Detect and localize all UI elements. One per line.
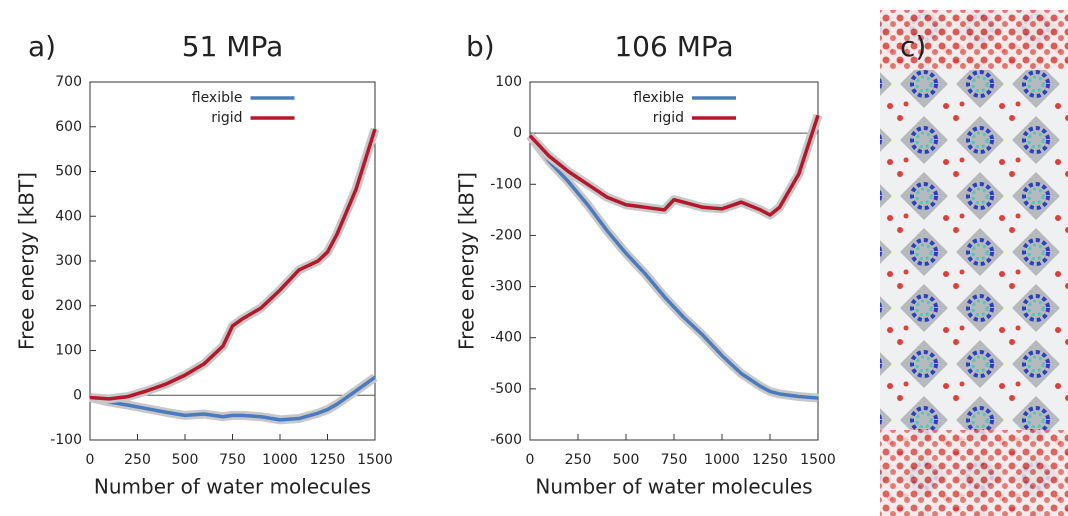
x-tick-label: 1500 bbox=[357, 452, 393, 468]
y-tick-label: -300 bbox=[490, 279, 522, 295]
plot-frame bbox=[529, 81, 819, 441]
panel-c: c) bbox=[880, 10, 1068, 516]
x-tick-label: 1000 bbox=[704, 452, 740, 468]
y-tick-label: 700 bbox=[55, 74, 82, 90]
plot-frame bbox=[89, 81, 376, 441]
x-tick-label: 0 bbox=[526, 452, 535, 468]
legend-label: flexible bbox=[633, 90, 684, 106]
x-tick-label: 0 bbox=[86, 452, 95, 468]
y-tick-label: 100 bbox=[55, 343, 82, 359]
y-tick-label: 600 bbox=[55, 119, 82, 135]
y-tick-label: -100 bbox=[490, 176, 522, 192]
x-tick-label: 1250 bbox=[310, 452, 346, 468]
legend-label: rigid bbox=[211, 110, 242, 126]
water-region bbox=[880, 430, 1068, 516]
x-tick-label: 250 bbox=[124, 452, 151, 468]
line-halo bbox=[89, 127, 380, 404]
y-tick-label: 300 bbox=[55, 253, 82, 269]
panel-label: b) bbox=[466, 30, 495, 63]
y-tick-label: -500 bbox=[490, 381, 522, 397]
x-tick-label: 500 bbox=[613, 452, 640, 468]
line bbox=[89, 128, 377, 401]
x-tick-label: 750 bbox=[219, 452, 246, 468]
y-tick-label: 0 bbox=[513, 125, 522, 141]
x-tick-label: 250 bbox=[565, 452, 592, 468]
y-axis-label: Free energy [kBT] bbox=[15, 172, 39, 350]
y-tick-label: -200 bbox=[490, 227, 522, 243]
y-tick-label: 400 bbox=[55, 208, 82, 224]
y-tick-label: -600 bbox=[490, 432, 522, 448]
x-axis-label: Number of water molecules bbox=[94, 475, 371, 499]
chart-title: 106 MPa bbox=[614, 30, 733, 63]
x-tick-label: 1000 bbox=[262, 452, 298, 468]
panel-label: c) bbox=[900, 30, 926, 63]
line bbox=[528, 114, 820, 217]
y-tick-label: 500 bbox=[55, 164, 82, 180]
legend-label: flexible bbox=[192, 90, 243, 106]
legend-label: rigid bbox=[653, 110, 684, 126]
x-tick-label: 500 bbox=[172, 452, 199, 468]
panel-label: a) bbox=[28, 30, 56, 63]
line bbox=[89, 375, 377, 422]
y-tick-label: 0 bbox=[73, 387, 82, 403]
y-tick-label: 200 bbox=[55, 298, 82, 314]
y-axis-label: Free energy [kBT] bbox=[455, 172, 479, 350]
water-region bbox=[880, 10, 1068, 70]
x-axis-label: Number of water molecules bbox=[535, 475, 812, 499]
y-tick-label: 100 bbox=[495, 74, 522, 90]
x-tick-label: 1250 bbox=[752, 452, 788, 468]
line bbox=[528, 134, 819, 400]
y-tick-label: -400 bbox=[490, 330, 522, 346]
x-tick-label: 750 bbox=[661, 452, 688, 468]
chart-title: 51 MPa bbox=[182, 30, 283, 63]
y-tick-label: -100 bbox=[50, 432, 82, 448]
x-tick-label: 1500 bbox=[800, 452, 836, 468]
